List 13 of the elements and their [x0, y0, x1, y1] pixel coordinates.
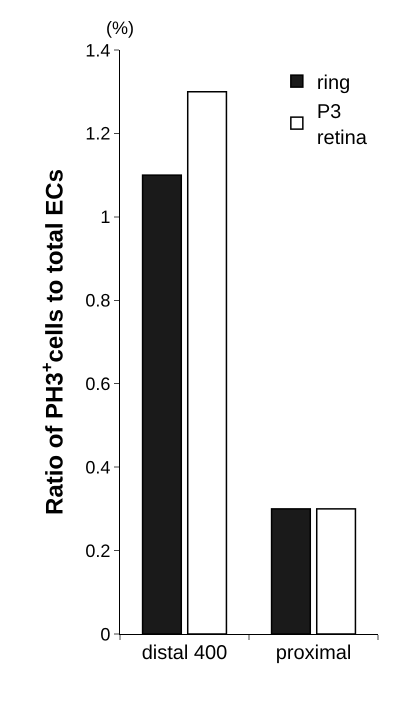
- x-tick-label: proximal: [276, 642, 352, 664]
- legend-label: P3 retina: [316, 100, 368, 149]
- y-tick-label: 0.4: [85, 457, 110, 478]
- x-tick-label: distal 400: [142, 642, 228, 664]
- y-tick-label: 0: [100, 624, 110, 644]
- y-tick-label: 0.6: [85, 374, 110, 394]
- y-tick-label: 0.8: [85, 290, 110, 311]
- y-tick-label: 0.2: [85, 540, 110, 561]
- text: (%): [106, 18, 134, 38]
- y-tick-label: 1.4: [85, 40, 110, 60]
- legend-label: ring: [316, 72, 350, 94]
- y-tick-label: 1: [100, 207, 110, 228]
- y-tick-label: 1.2: [85, 124, 110, 144]
